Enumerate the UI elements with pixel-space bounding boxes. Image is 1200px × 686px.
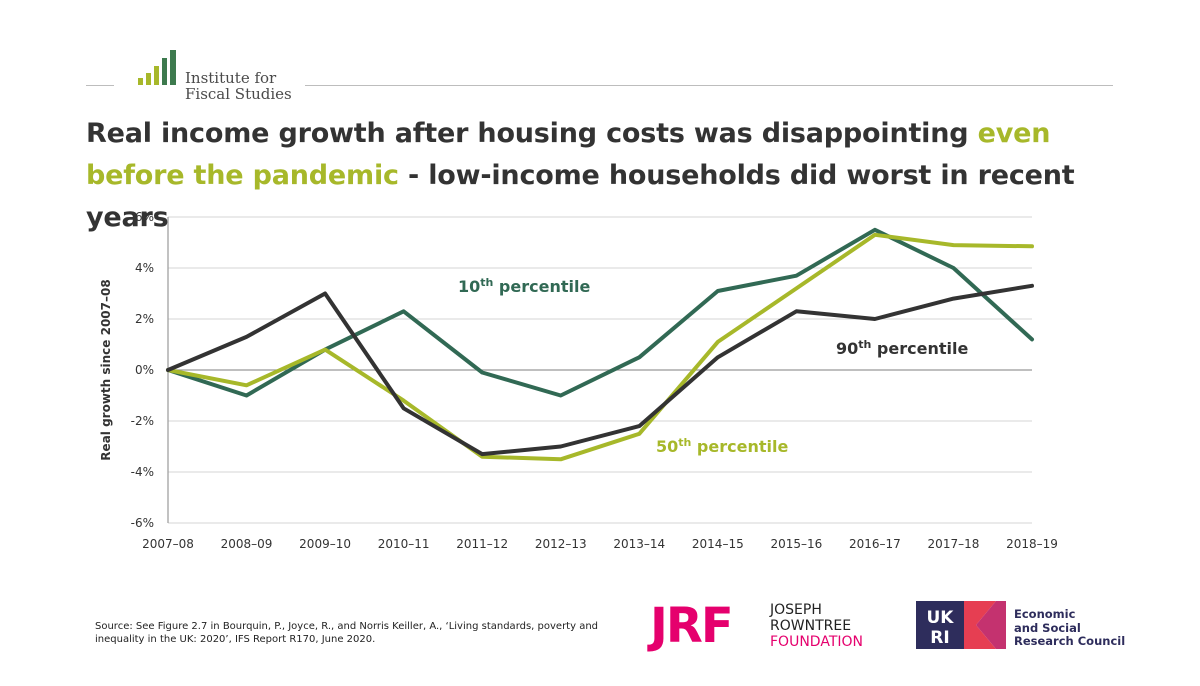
y-tick-label: -6%: [131, 516, 154, 530]
page-title: Real income growth after housing costs w…: [86, 113, 1146, 239]
ifs-line2: Fiscal Studies: [185, 85, 292, 103]
title-part2: - low-income households did worst in rec…: [86, 160, 1075, 233]
ifs-bars-icon: [138, 50, 176, 85]
y-tick-label: 6%: [135, 210, 154, 224]
jrf-mark: JRF: [650, 598, 734, 654]
ifs-line1: Institute for: [185, 69, 277, 87]
x-tick-label: 2009–10: [299, 537, 351, 551]
esrc-wordmark: Economic and Social Research Council: [1014, 607, 1126, 649]
esrc-line1: Economic: [1014, 607, 1076, 621]
series-label: 50th percentile: [656, 436, 788, 456]
jrf-line3: FOUNDATION: [770, 634, 863, 650]
series-line-50th-percentile: [166, 232, 1034, 462]
esrc-line2: and Social: [1014, 620, 1081, 635]
x-tick-label: 2015–16: [770, 537, 822, 551]
y-tick-label: 0%: [135, 363, 154, 377]
series-label: 90th percentile: [836, 338, 968, 358]
x-tick-label: 2013–14: [613, 537, 665, 551]
header-rule-left: [86, 85, 114, 86]
esrc-line3: Research Council: [1014, 634, 1126, 648]
x-tick-label: 2012–13: [535, 537, 587, 551]
x-tick-label: 2017–18: [928, 537, 980, 551]
ukri-logo-icon: UK RI: [916, 601, 1006, 649]
svg-text:UK: UK: [927, 608, 955, 628]
x-tick-label: 2014–15: [692, 537, 744, 551]
ifs-logo: Institute for Fiscal Studies: [138, 50, 298, 104]
source-note: Source: See Figure 2.7 in Bourquin, P., …: [95, 621, 599, 645]
title-part1: Real income growth after housing costs w…: [86, 118, 978, 149]
x-tick-label: 2016–17: [849, 537, 901, 551]
jrf-wordmark: JOSEPH ROWNTREE FOUNDATION: [770, 602, 863, 650]
y-tick-label: 4%: [135, 261, 154, 275]
x-tick-label: 2008–09: [221, 537, 273, 551]
y-tick-label: -2%: [131, 414, 154, 428]
y-tick-label: -4%: [131, 465, 154, 479]
x-tick-label: 2011–12: [456, 537, 508, 551]
jrf-line2: ROWNTREE: [770, 618, 852, 634]
ifs-wordmark: Institute for Fiscal Studies: [185, 70, 292, 102]
x-tick-label: 2010–11: [378, 537, 430, 551]
x-tick-label: 2007–08: [142, 537, 194, 551]
y-tick-label: 2%: [135, 312, 154, 326]
svg-text:RI: RI: [930, 628, 949, 648]
title-highlight: even before the pandemic: [86, 118, 1051, 191]
series-label: 10th percentile: [458, 276, 590, 296]
x-tick-label: 2018–19: [1006, 537, 1058, 551]
jrf-line1: JOSEPH: [770, 602, 822, 618]
y-axis-label: Real growth since 2007–08: [99, 279, 113, 460]
series-line-90th-percentile: [166, 283, 1034, 457]
line-chart: -6% -4% -2% 0% 2% 4% 6% 2007–08 2008–09 2009–10 20…: [99, 210, 1058, 551]
jrf-logo: JRF JOSEPH ROWNTREE FOUNDATION: [650, 600, 890, 656]
header-rule-right: [305, 85, 1113, 86]
